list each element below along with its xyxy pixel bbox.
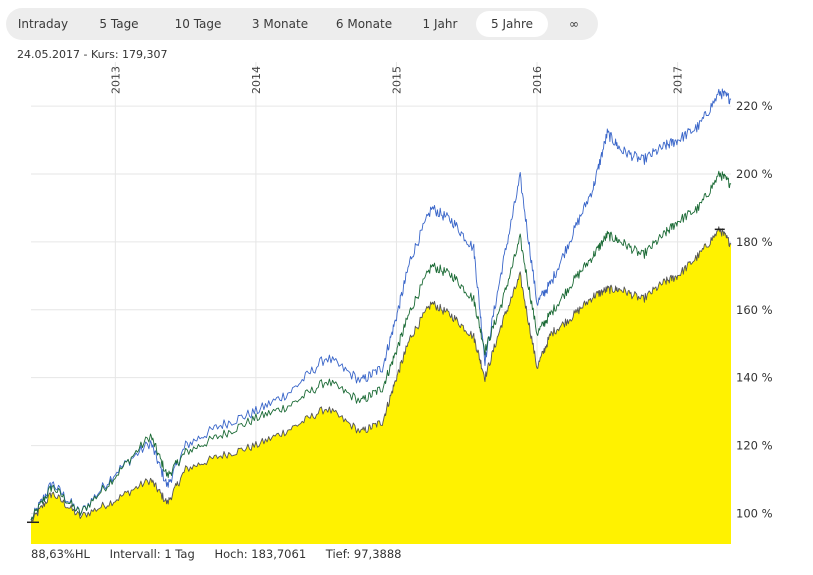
series-lines (30, 88, 732, 523)
axis-ticks: 100 % 120 % 140 % 160 % 180 % 200 % 220 % 2013 2… (109, 66, 772, 520)
footer-hoch: Hoch: 183,7061 (214, 547, 307, 561)
tab-6-monate[interactable]: 6 Monate (335, 17, 393, 31)
quote-kurs: Kurs: 179,307 (90, 48, 168, 61)
y-tick-label: 180 % (736, 235, 773, 249)
quote-date: 24.05.2017 (17, 48, 80, 61)
tab-intraday[interactable]: Intraday (17, 17, 69, 31)
tab-3-monate[interactable]: 3 Monate (251, 17, 309, 31)
series-line (30, 170, 732, 521)
y-tick-label: 100 % (736, 506, 773, 520)
footer-intervall: Intervall: 1 Tag (109, 547, 195, 561)
x-tick-label: 2015 (390, 66, 403, 94)
tab-1-jahr[interactable]: 1 Jahr (422, 17, 458, 31)
quote-info: 24.05.2017 - Kurs: 179,307 (17, 48, 168, 61)
x-tick-label: 2016 (531, 66, 544, 94)
x-tick-label: 2017 (672, 66, 685, 94)
series-area (31, 226, 731, 544)
series-area-layer (31, 226, 731, 544)
quote-separator: - (83, 48, 88, 61)
series-line (30, 226, 732, 523)
y-tick-label: 220 % (736, 99, 773, 113)
timeframe-tabbar: Intraday 5 Tage 10 Tage 3 Monate 6 Monat… (6, 8, 598, 40)
y-tick-label: 160 % (736, 303, 773, 317)
x-tick-label: 2013 (109, 66, 122, 94)
y-tick-label: 140 % (736, 371, 773, 385)
tab-infinity[interactable]: ∞ (569, 17, 579, 31)
tab-5-jahre[interactable]: 5 Jahre (476, 11, 548, 37)
footer-tief: Tief: 97,3888 (325, 547, 402, 561)
tab-10-tage[interactable]: 10 Tage (174, 17, 222, 31)
y-tick-label: 200 % (736, 167, 773, 181)
chart-footer: 88,63%HL Intervall: 1 Tag Hoch: 183,7061… (31, 547, 417, 561)
series-line (30, 88, 732, 521)
footer-hl: 88,63%HL (31, 547, 90, 561)
markers (27, 228, 725, 524)
x-tick-label: 2014 (250, 66, 263, 94)
y-tick-label: 120 % (736, 439, 773, 453)
tab-5-tage[interactable]: 5 Tage (99, 17, 139, 31)
